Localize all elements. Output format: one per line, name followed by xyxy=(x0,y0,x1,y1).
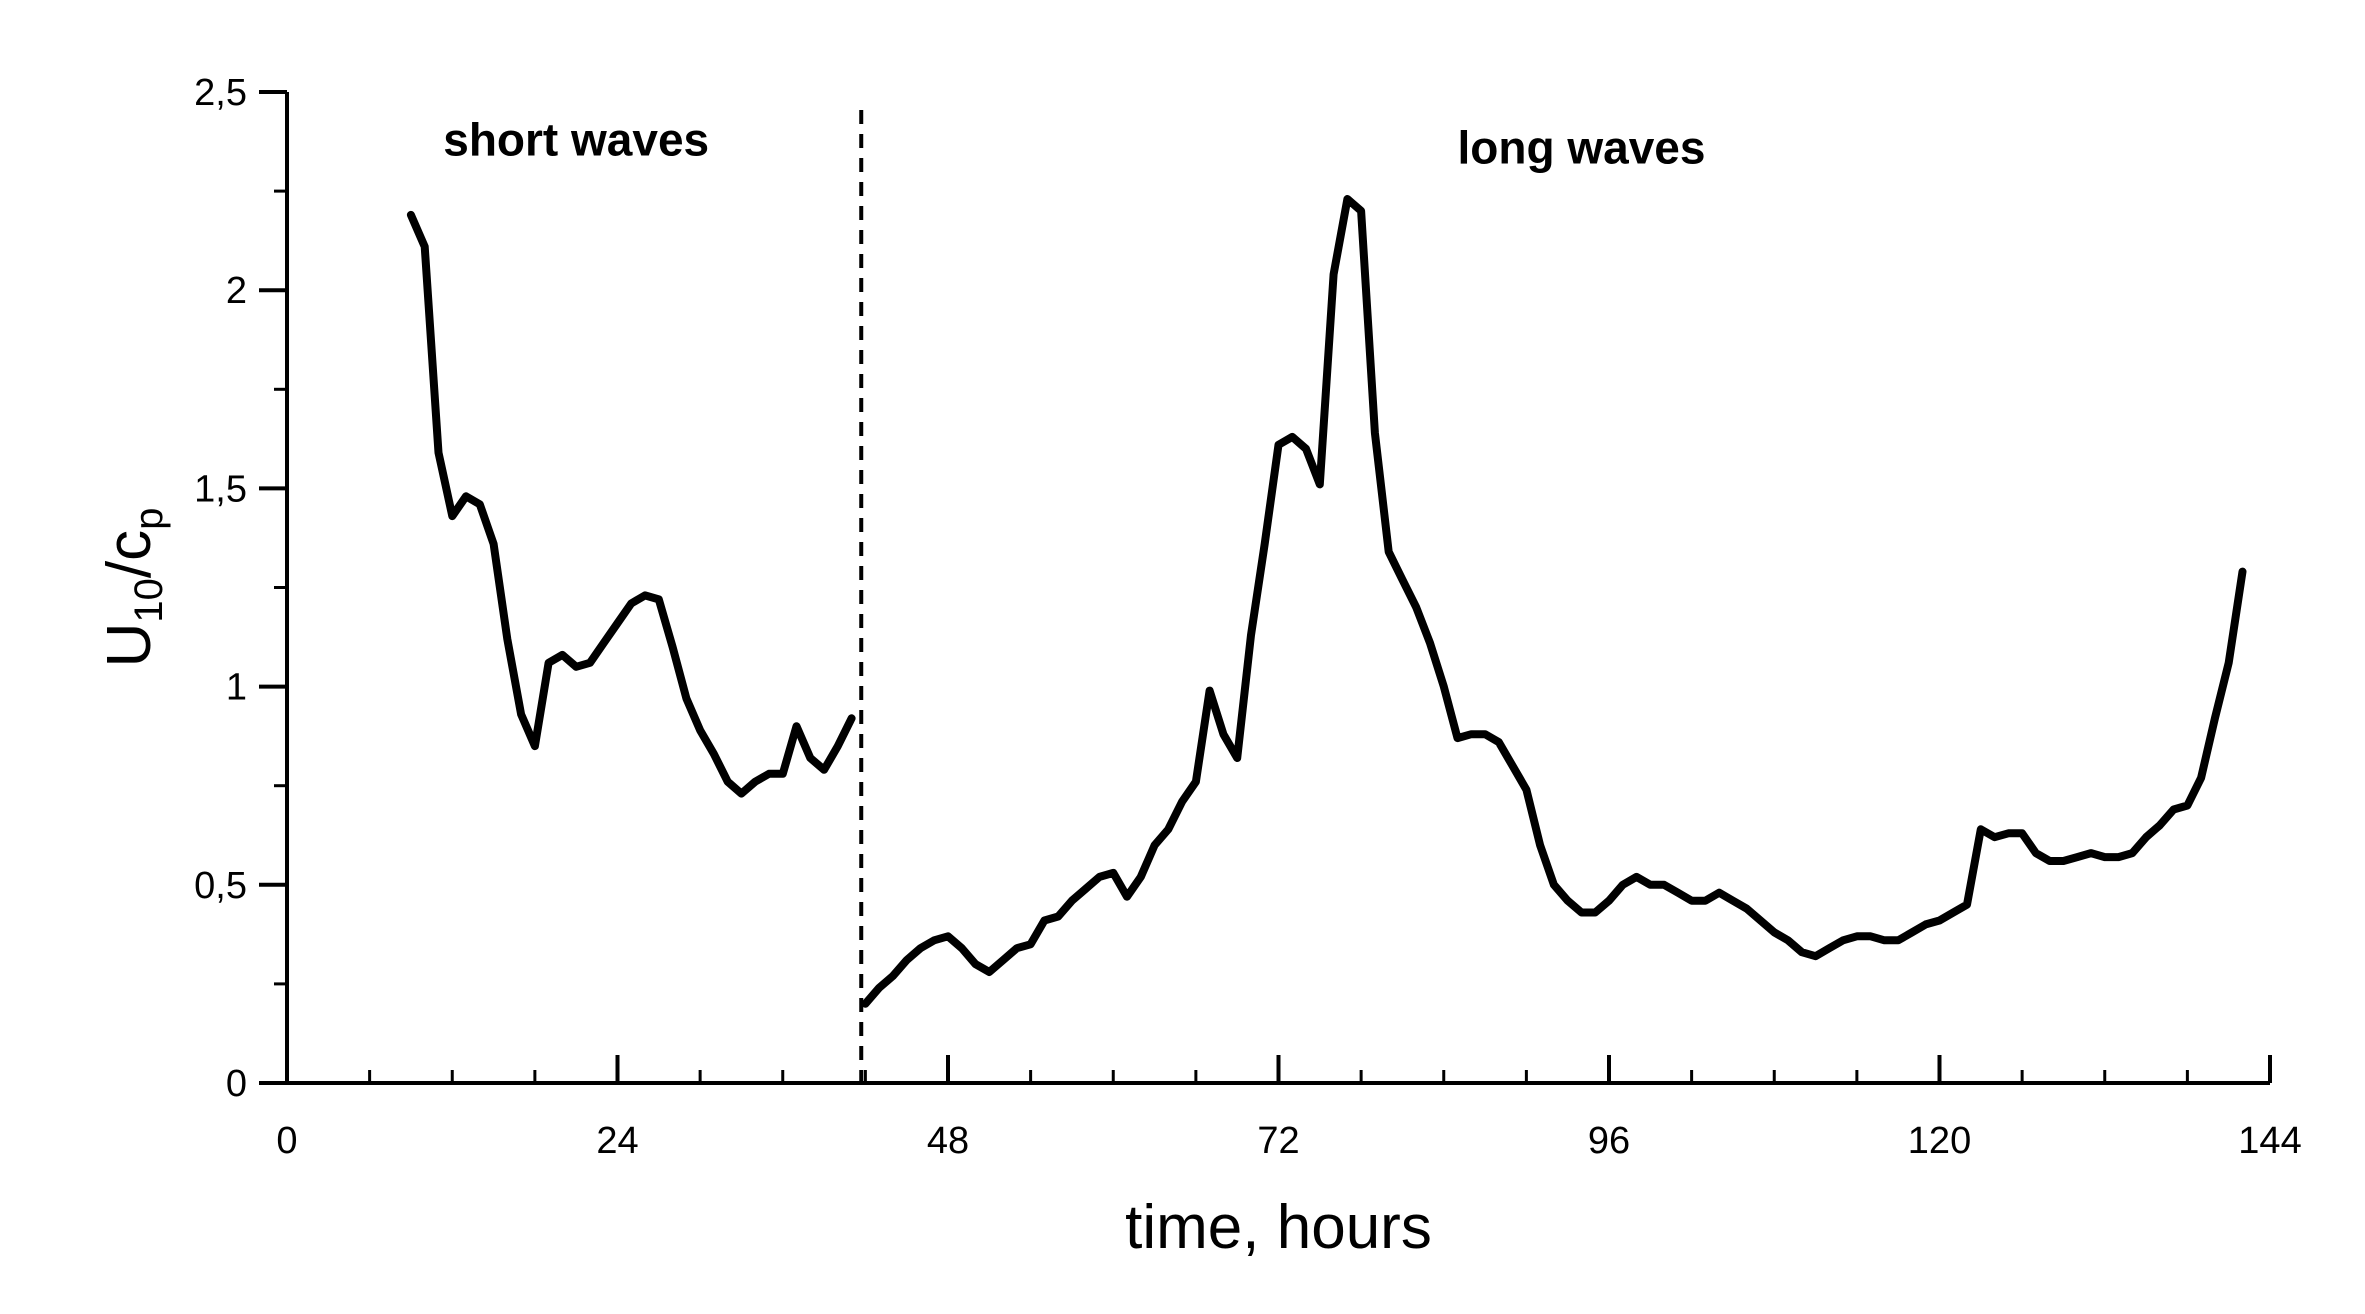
data-series xyxy=(406,195,2247,1008)
tick-labels: 0 24 48 72 96 120 144 0 0,5 1 1,5 2 2,5 xyxy=(194,72,2302,1162)
annotation-long-waves: long waves xyxy=(1457,121,1705,173)
y-tick-label: 2 xyxy=(226,270,247,312)
x-tick-label: 0 xyxy=(276,1120,297,1162)
y-axis-title-sub2: p xyxy=(127,508,171,530)
y-axis-title-sub1: 10 xyxy=(127,578,171,623)
y-tick-label: 2,5 xyxy=(194,72,247,114)
y-tick-label: 1 xyxy=(226,667,247,709)
x-tick-label: 24 xyxy=(596,1120,638,1162)
y-axis-title-base: U xyxy=(95,623,164,668)
x-axis-title: time, hours xyxy=(1125,1193,1432,1262)
series-line-long xyxy=(861,195,2247,1008)
annotation-short-waves: short waves xyxy=(443,114,709,166)
y-tick-label: 0,5 xyxy=(194,865,247,907)
x-tick-label: 120 xyxy=(1908,1120,1971,1162)
x-tick-label: 72 xyxy=(1257,1120,1299,1162)
axis-ticks xyxy=(259,90,2272,1085)
x-tick-label: 96 xyxy=(1588,1120,1630,1162)
x-tick-label: 48 xyxy=(927,1120,969,1162)
x-tick-label: 144 xyxy=(2238,1120,2301,1162)
y-tick-label: 0 xyxy=(226,1063,247,1105)
y-axis-title: U10/cp xyxy=(95,508,171,668)
y-tick-label: 1,5 xyxy=(194,468,247,510)
y-axis-title-mid: /c xyxy=(95,530,164,578)
series-line-short xyxy=(406,210,856,798)
